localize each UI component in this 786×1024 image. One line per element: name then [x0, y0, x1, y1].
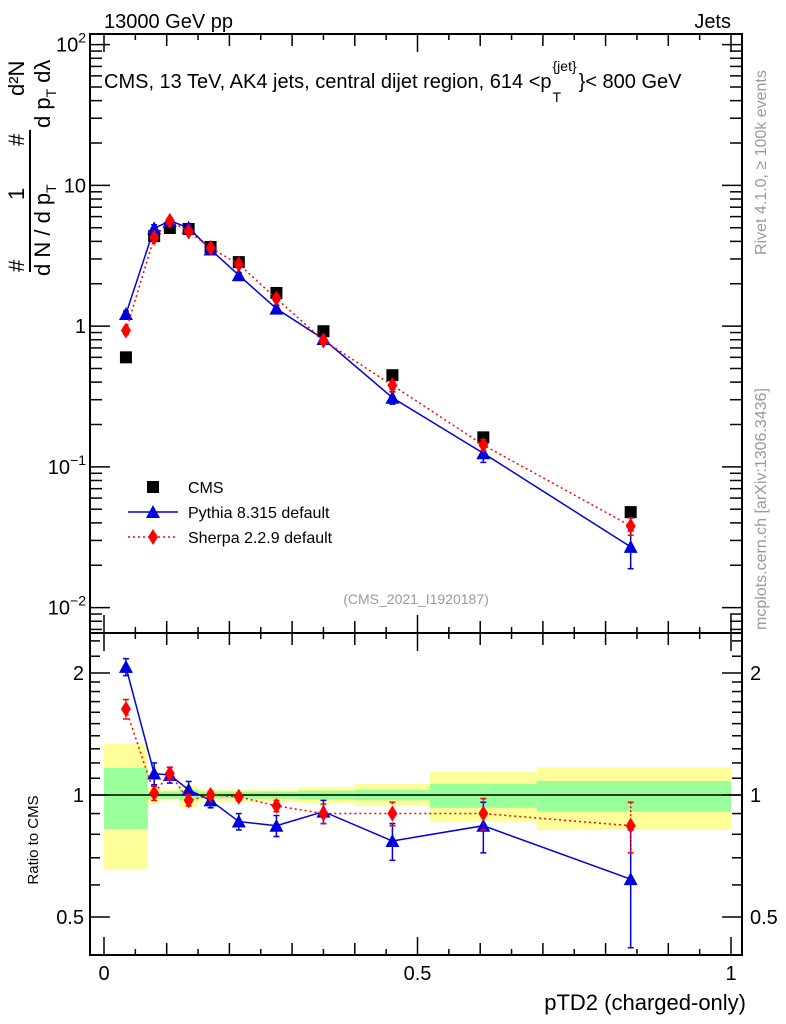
- data-point: [625, 518, 636, 535]
- ratio-point: [231, 814, 246, 828]
- legend-label: Pythia 8.315 default: [188, 505, 330, 522]
- data-point: [164, 212, 175, 229]
- ratio-y-tick-label: 0.5: [56, 907, 84, 929]
- x-tick-label: 0: [98, 963, 109, 985]
- chart-title: CMS, 13 TeV, AK4 jets, central dijet reg…: [104, 58, 682, 105]
- ratio-y-tick-label: 2: [73, 663, 84, 685]
- data-point: [205, 239, 216, 256]
- data-point: [386, 369, 399, 382]
- ratio-point: [147, 766, 162, 780]
- ylabel-hash-mid: #: [4, 133, 29, 146]
- ratio-y-tick-label-right: 2: [750, 663, 761, 685]
- side-label-rivet: Rivet 4.1.0, ≥ 100k events: [753, 70, 770, 255]
- ratio-line: [125, 708, 631, 827]
- series-cms: [119, 221, 637, 519]
- x-tick-label: 0.5: [404, 963, 432, 985]
- ratio-point: [233, 788, 244, 805]
- ratio-point: [205, 787, 216, 804]
- uncertainty-band-green: [536, 780, 731, 812]
- title-main: CMS, 13 TeV, AK4 jets, central dijet reg…: [104, 71, 552, 93]
- ratio-point: [625, 817, 636, 834]
- legend-label: Sherpa 2.2.9 default: [188, 530, 333, 547]
- ratio-panel: 0 0.5 1 2 2 1 1 0.5 0.5: [56, 632, 778, 985]
- data-point: [478, 436, 489, 453]
- data-point: [118, 306, 133, 320]
- ratio-point: [181, 782, 196, 796]
- data-point: [119, 351, 132, 364]
- data-point: [317, 325, 330, 338]
- ratio-point: [476, 818, 491, 832]
- data-point: [623, 539, 638, 553]
- ylabel-num-right: d²N: [4, 61, 29, 96]
- data-point: [385, 390, 400, 404]
- ylabel-den-right: d pTdλ: [30, 60, 59, 128]
- side-label-mcplots: mcplots.cern.ch [arXiv:1306.3436]: [753, 388, 770, 630]
- legend-marker: [147, 481, 159, 493]
- series-sherpa: [120, 212, 636, 536]
- legend-label: CMS: [188, 480, 224, 497]
- series-line: [125, 220, 632, 548]
- analysis-id: (CMS_2021_I1920187): [343, 591, 489, 607]
- ratio-y-tick-label-right: 0.5: [750, 907, 778, 929]
- ratio-point: [623, 872, 638, 886]
- header-right: Jets: [694, 11, 731, 33]
- ratio-point: [118, 659, 133, 673]
- data-point: [120, 322, 131, 339]
- title-sup: {jet}: [553, 58, 577, 74]
- title-sub: T: [553, 89, 562, 105]
- ratio-point: [478, 805, 489, 822]
- ratio-series-sherpa: [120, 698, 636, 854]
- ylabel-den-left: d N / d pT: [30, 184, 59, 276]
- data-point: [318, 332, 329, 349]
- ratio-y-label: Ratio to CMS: [25, 795, 42, 884]
- ylabel-hash-left: #: [4, 259, 29, 272]
- data-point: [387, 377, 398, 394]
- legend: CMS Pythia 8.315 default Sherpa 2.2.9 defa…: [128, 480, 333, 547]
- ratio-y-tick-label: 1: [73, 785, 84, 807]
- y-tick-label: 102: [56, 30, 86, 57]
- legend-marker: [148, 529, 158, 545]
- y-tick-label: 10−1: [48, 452, 86, 479]
- ratio-point: [120, 700, 131, 717]
- uncertainty-band-green: [430, 783, 537, 808]
- data-point: [231, 268, 246, 282]
- main-panel: 102 10 1 10−1 10−2 CMS Pythia 8.315 default She…: [48, 30, 743, 634]
- ylabel-num-left: 1: [4, 188, 29, 200]
- uncertainty-band-green: [104, 767, 148, 830]
- data-point: [624, 506, 637, 519]
- ratio-point: [271, 797, 282, 814]
- ratio-point: [164, 765, 175, 782]
- ratio-frame: [89, 632, 743, 956]
- ratio-point: [318, 805, 329, 822]
- title-tail: }< 800 GeV: [579, 71, 683, 93]
- data-point: [269, 301, 284, 315]
- y-axis-label: # 1 d N / d pT # d²N d pTdλ: [4, 60, 59, 276]
- header-left: 13000 GeV pp: [104, 11, 233, 33]
- x-axis-label: pTD2 (charged-only): [544, 990, 746, 1015]
- ratio-point: [149, 785, 160, 802]
- data-point: [183, 223, 194, 240]
- ratio-point: [269, 818, 284, 832]
- ratio-point: [183, 792, 194, 809]
- ratio-y-tick-label-right: 1: [750, 785, 761, 807]
- y-tick-label: 10−2: [48, 593, 86, 620]
- x-tick-label: 1: [725, 963, 736, 985]
- ratio-point: [385, 834, 400, 848]
- y-tick-label: 10: [64, 175, 86, 197]
- y-tick-label: 1: [75, 316, 86, 338]
- data-point: [147, 221, 162, 235]
- data-point: [271, 290, 282, 307]
- legend-marker: [146, 505, 160, 518]
- data-point: [233, 256, 244, 273]
- data-point: [149, 229, 160, 246]
- ratio-point: [387, 805, 398, 822]
